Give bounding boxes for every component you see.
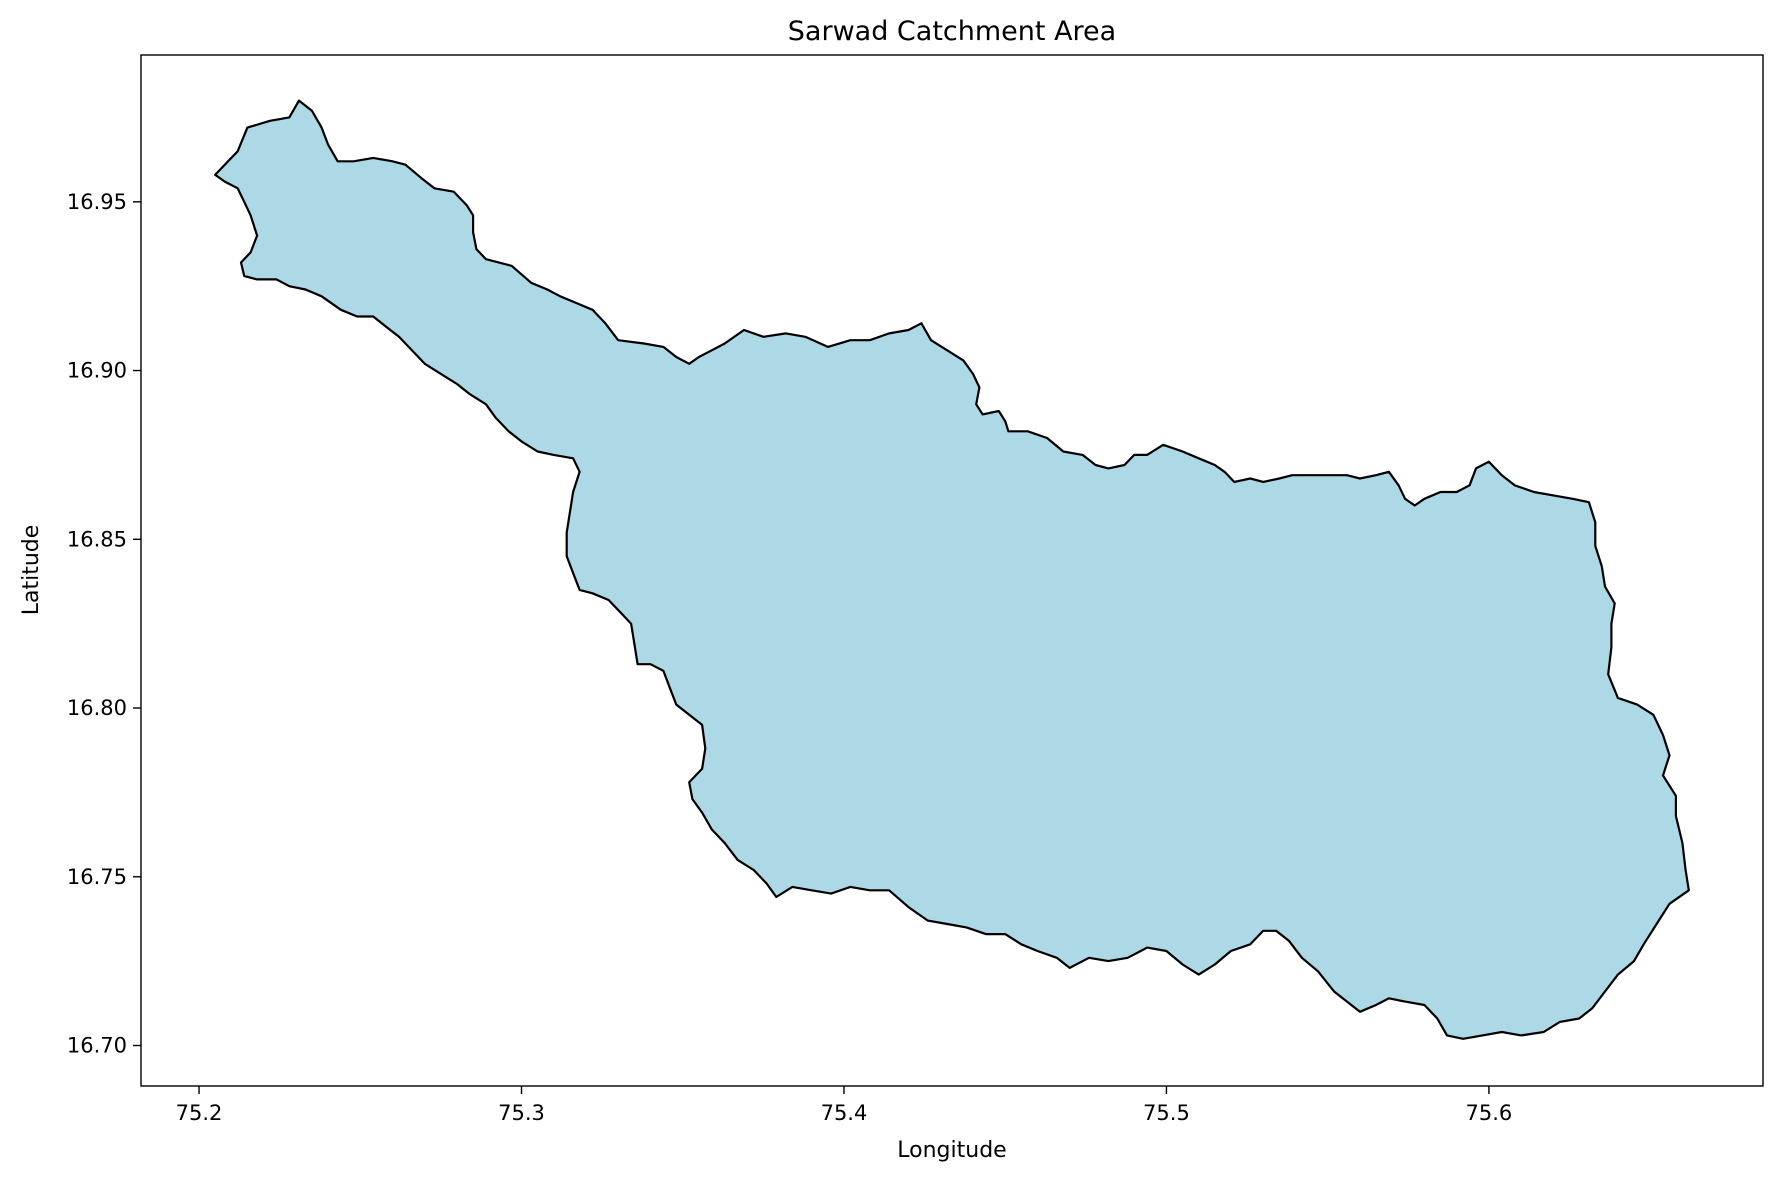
y-tick-label: 16.90	[67, 359, 127, 383]
x-tick-label: 75.6	[1466, 1101, 1513, 1125]
x-tick-label: 75.4	[821, 1101, 868, 1125]
x-tick-label: 75.2	[176, 1101, 223, 1125]
x-tick-label: 75.5	[1143, 1101, 1190, 1125]
y-tick-label: 16.70	[67, 1034, 127, 1058]
chart-title: Sarwad Catchment Area	[788, 16, 1116, 47]
y-tick-label: 16.80	[67, 696, 127, 720]
x-tick-label: 75.3	[498, 1101, 545, 1125]
y-tick-label: 16.75	[67, 865, 127, 889]
y-tick-label: 16.85	[67, 527, 127, 551]
y-axis-label: Latitude	[19, 525, 44, 616]
x-axis-label: Longitude	[897, 1138, 1006, 1163]
y-tick-label: 16.95	[67, 190, 127, 214]
